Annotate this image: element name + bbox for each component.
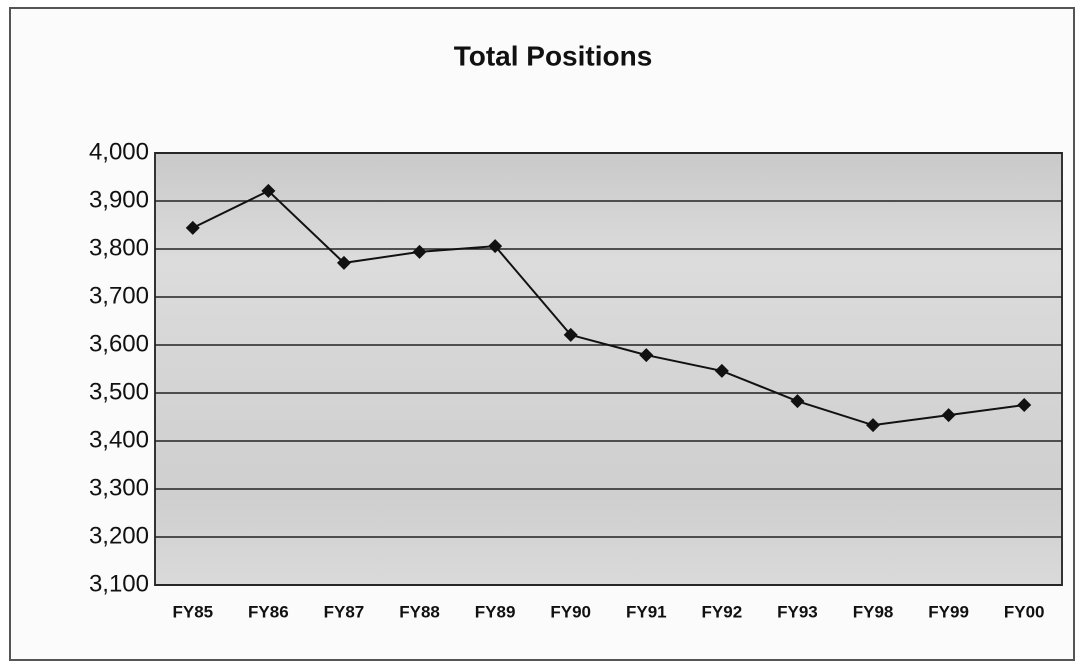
data-point: [941, 408, 956, 423]
data-point: [1017, 398, 1032, 412]
data-point: [185, 220, 200, 235]
chart-title: Total Positions: [454, 40, 653, 71]
y-tick-label: 3,900: [89, 186, 149, 213]
y-tick-label: 3,200: [89, 522, 149, 549]
data-point: [261, 183, 276, 198]
y-tick-label: 3,300: [89, 474, 149, 501]
y-tick-label: 3,800: [89, 234, 149, 261]
data-point: [714, 363, 729, 378]
data-point: [639, 348, 654, 363]
x-tick-label: FY90: [550, 602, 591, 621]
x-tick-label: FY85: [172, 602, 213, 621]
data-point: [790, 394, 805, 409]
x-tick-label: FY88: [399, 602, 440, 621]
series-line: [192, 189, 1025, 427]
y-tick-label: 3,600: [89, 330, 149, 357]
y-tick-label: 4,000: [89, 138, 149, 165]
x-tick-label: FY93: [777, 602, 818, 621]
y-tick-label: 3,400: [89, 426, 149, 453]
data-point: [412, 244, 427, 259]
x-tick-label: FY91: [626, 602, 667, 621]
data-point: [336, 255, 351, 270]
plot-area: [154, 152, 1063, 586]
y-tick-label: 3,700: [89, 282, 149, 309]
data-point: [866, 418, 881, 433]
x-tick-label: FY99: [928, 602, 969, 621]
x-tick-label: FY98: [853, 602, 894, 621]
x-tick-label: FY86: [248, 602, 289, 621]
x-tick-label: FY92: [702, 602, 743, 621]
y-tick-label: 3,100: [89, 570, 149, 597]
x-tick-label: FY87: [324, 602, 365, 621]
data-point: [488, 239, 503, 254]
x-tick-label: FY89: [475, 602, 516, 621]
y-tick-label: 3,500: [89, 378, 149, 405]
data-point: [563, 327, 578, 342]
x-tick-label: FY00: [1004, 602, 1045, 621]
